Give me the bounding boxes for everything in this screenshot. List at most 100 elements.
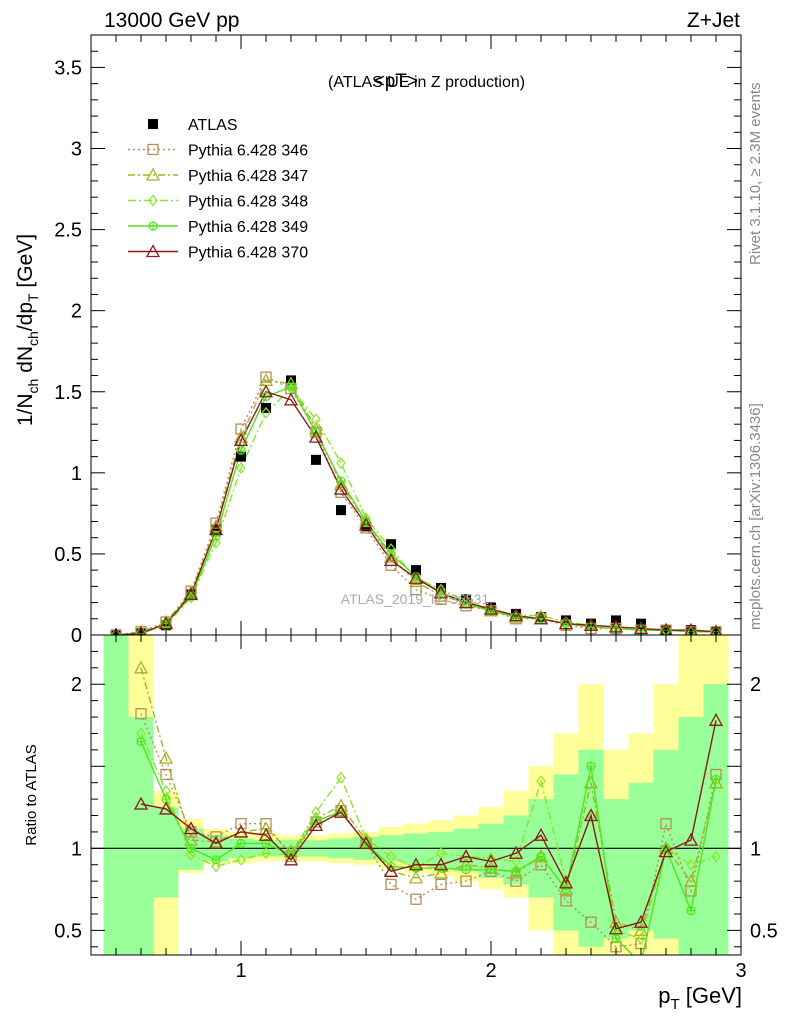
header-energy: 13000 GeV pp [104,9,239,32]
main-panel: ATLAS_2019_I1736531 0 0.5 1 1.5 2 2.5 3 3.5 <pT… [14,34,742,647]
data-point [283,392,299,406]
ratio-pythia-6-428-370 [133,712,724,935]
y-tick-label: 3.5 [54,57,82,79]
data-point [408,570,424,584]
data-point [336,505,346,516]
data-point [211,536,221,549]
ratio-point [408,870,424,884]
ratio-point [511,855,521,868]
svg-text:1/Nch dNch/dpT [GeV]: 1/Nch dNch/dpT [GeV] [14,234,41,426]
ratio-line [140,733,717,940]
legend-marker [148,119,158,129]
ratio-point [683,832,699,846]
ratio-y-tick-label-right: 1 [750,838,761,860]
x-tick-label: 2 [485,960,496,982]
ratio-point [508,845,524,859]
ratio-ylabel: Ratio to ATLAS [23,744,40,845]
main-subtitle: (ATLAS UE in Z production) [328,74,525,91]
y-tick-label: 3 [71,139,82,161]
legend: ATLAS Pythia 6.428 346 Pythia 6.428 347 Pyt… [128,117,308,262]
y-tick-label: 0 [71,625,82,647]
x-tick-label: 1 [235,960,246,982]
data-point [233,433,249,447]
data-point [408,574,424,588]
ratio-point [410,893,422,905]
data-point [383,553,399,567]
svg-text:pT [GeV]: pT [GeV] [658,983,742,1013]
data-point [210,517,222,529]
legend-label: Pythia 6.428 346 [188,143,308,160]
ratio-point [708,712,724,726]
ratio-point [258,821,274,835]
ratio-point [636,932,646,945]
ratio-point [611,933,621,944]
data-point [261,406,271,419]
ratio-point [511,866,521,876]
ratio-y-tick-label-left: 0.5 [54,920,82,942]
ratio-point [608,921,624,935]
ratio-point [408,857,424,871]
ratio-point [508,865,524,879]
legend-label: Pythia 6.428 349 [188,219,308,236]
data-point [684,622,698,635]
ratio-point [637,959,645,967]
data-point [233,429,249,443]
uncertainty-band-green [153,807,179,898]
header-process: Z+Jet [687,9,740,32]
ratio-point [235,818,247,830]
data-point [461,594,471,605]
ratio-point [211,855,221,865]
ratio-point [536,851,546,862]
data-point [635,624,647,635]
legend-label: Pythia 6.428 348 [188,194,308,211]
ratio-point [308,818,324,832]
ratio-point [386,850,396,863]
ratio-pythia-6-428-349 [136,737,721,967]
ratio-point [633,914,649,928]
y-tick-label: 2.5 [54,220,82,242]
data-point [258,384,274,398]
ratio-point [533,827,549,841]
ratio-point [486,852,496,865]
ratio-point [135,708,147,720]
ratio-point [158,750,174,764]
x-axis-label: pT [GeV] [658,983,742,1013]
ratio-point [461,865,471,875]
ratio-point [686,858,696,871]
ratio-point [686,906,696,916]
data-point [136,626,146,635]
watermark: ATLAS_2019_I1736531 [341,591,490,607]
ratio-point [585,916,597,928]
main-ylabel: 1/Nch dNch/dpT [GeV] [14,234,41,426]
ratio-point [133,796,149,810]
uncertainty-band-green [428,831,454,869]
ratio-line [140,741,717,955]
ratio-point [660,818,672,830]
mcplots-label: mcplots.cern.ch [arXiv:1306.3436] [747,403,764,630]
ratio-point [208,836,224,850]
y-tick-label: 2 [71,301,82,323]
data-point [286,375,296,386]
ratio-point [536,775,546,788]
ratio-point [483,854,499,868]
data-point [286,382,296,392]
ratio-y-tick-label-left: 1 [71,838,82,860]
legend-marker [148,194,158,207]
ratio-point [560,895,572,907]
ratio-point [385,878,397,891]
uncertainty-band-green [678,717,704,955]
ratio-point [458,849,474,863]
data-point [336,457,346,470]
ratio-point [711,850,721,863]
data-point [260,371,272,383]
ratio-point [233,824,249,838]
data-point [183,587,199,601]
ratio-point [435,878,447,891]
ratio-y-tick-label-right: 0.5 [750,920,778,942]
data-point [508,608,524,622]
ratio-point [561,884,571,894]
ratio-y-tick-label-left: 2 [71,674,82,696]
ratio-point [283,852,299,866]
data-point [208,522,224,536]
ratio-point [460,875,472,887]
